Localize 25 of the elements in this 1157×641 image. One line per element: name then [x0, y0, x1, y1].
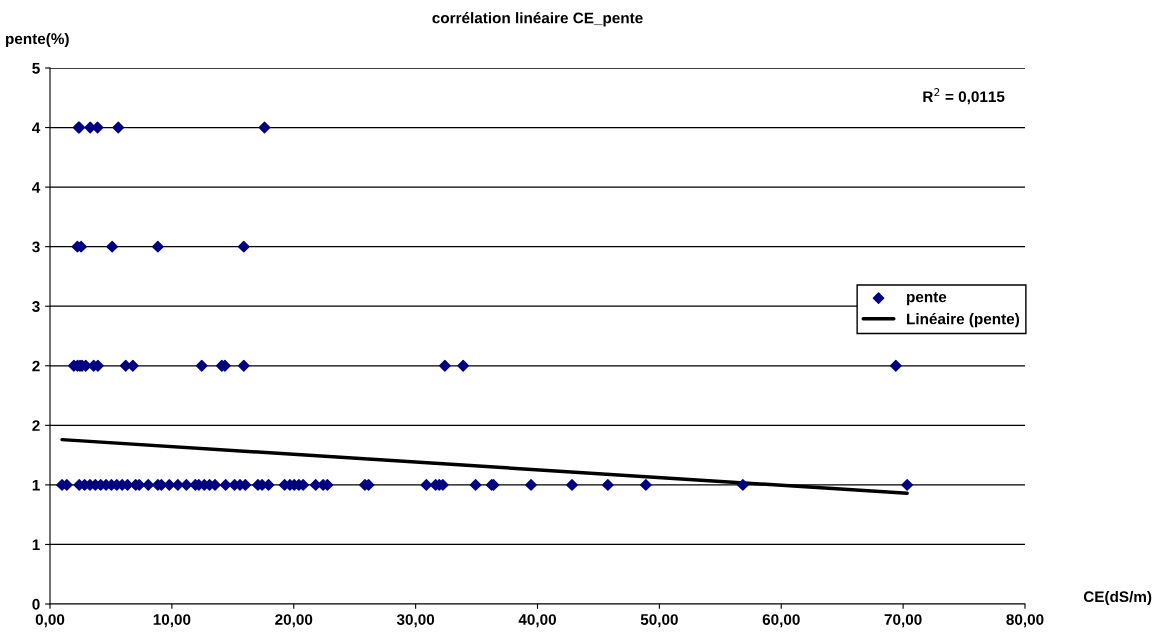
x-tick-label: 20,00 — [275, 614, 313, 628]
y-tick-label: 3 — [32, 301, 40, 312]
x-tick-label: 40,00 — [518, 614, 556, 628]
legend-label: pente — [907, 292, 947, 306]
x-tick-label: 60,00 — [762, 614, 800, 628]
y-tick-label: 0 — [32, 598, 40, 610]
y-tick-label: 4 — [32, 182, 41, 193]
x-tick-label: 70,00 — [884, 614, 922, 628]
legend-label: Linéaire (pente) — [907, 312, 1020, 328]
annotation: R$^{2}$ = 0,0115 — [923, 88, 1005, 105]
y-axis-title: pente(%) — [6, 32, 69, 48]
x-tick-label: 50,00 — [640, 614, 678, 628]
chart-title: corrélation linéaire CE_pente — [432, 12, 643, 27]
y-tick-label: 2 — [32, 360, 40, 372]
y-tick-label: 1 — [32, 479, 40, 491]
y-tick-label: 5 — [32, 63, 40, 74]
x-axis-title: CE(dS/m) — [1083, 590, 1152, 606]
x-tick-label: 30,00 — [396, 614, 435, 628]
x-tick-label: 10,00 — [153, 614, 191, 628]
x-tick-label: 0,00 — [35, 614, 65, 628]
y-tick-label: 3 — [32, 241, 40, 253]
y-tick-label: 1 — [32, 539, 40, 550]
y-tick-label: 2 — [32, 420, 40, 431]
x-tick-label: 80,00 — [1006, 614, 1044, 628]
y-tick-label: 4 — [32, 122, 41, 134]
